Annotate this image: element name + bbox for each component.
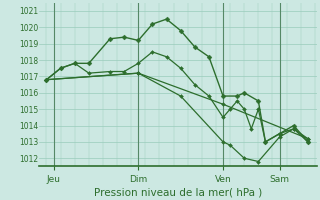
X-axis label: Pression niveau de la mer( hPa ): Pression niveau de la mer( hPa ) [94,187,262,197]
